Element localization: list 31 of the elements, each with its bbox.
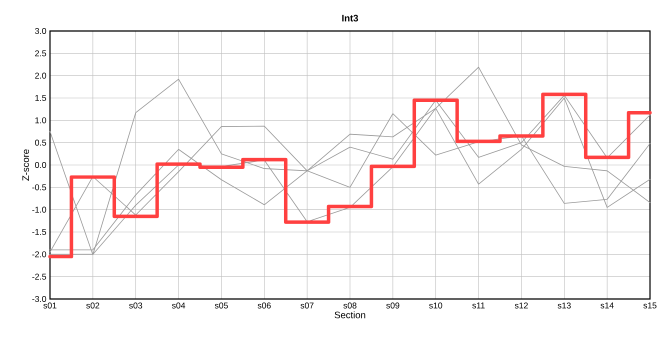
x-tick-label: s05	[214, 302, 228, 309]
chart-title: Int3	[342, 14, 358, 22]
y-tick-label: -3.0	[32, 296, 46, 302]
x-tick-label: s07	[300, 302, 314, 309]
x-tick-label: s09	[386, 302, 400, 309]
y-tick-label: 0.5	[35, 140, 46, 146]
x-tick-label: s10	[429, 302, 442, 309]
x-tick-label: s12	[514, 302, 528, 309]
y-tick-label: 1.5	[35, 95, 46, 101]
y-tick-label: 2.5	[35, 50, 46, 56]
x-tick-label: s06	[258, 302, 271, 309]
y-tick-label: 3.0	[35, 28, 46, 34]
x-axis-title: Section	[334, 311, 366, 318]
y-tick-label: -1.5	[32, 229, 46, 235]
y-tick-label: 0.0	[35, 162, 46, 168]
y-tick-label: -0.5	[32, 184, 46, 190]
y-axis-title: Z-score	[22, 149, 30, 181]
x-tick-label: s04	[172, 302, 186, 309]
x-tick-label: s13	[558, 302, 571, 309]
y-tick-label: 2.0	[35, 72, 46, 79]
x-tick-label: s11	[472, 302, 485, 308]
x-tick-label: s08	[343, 302, 356, 309]
x-tick-label: s15	[643, 302, 656, 308]
x-tick-label: s01	[43, 302, 56, 309]
x-tick-label: s03	[129, 302, 142, 309]
y-tick-label: -1.0	[32, 206, 46, 213]
y-tick-label: -2.5	[32, 274, 46, 280]
y-tick-label: -2.0	[32, 251, 46, 258]
x-tick-label: s02	[86, 302, 100, 309]
y-tick-label: 1.0	[35, 117, 46, 124]
x-tick-label: s14	[600, 302, 614, 308]
